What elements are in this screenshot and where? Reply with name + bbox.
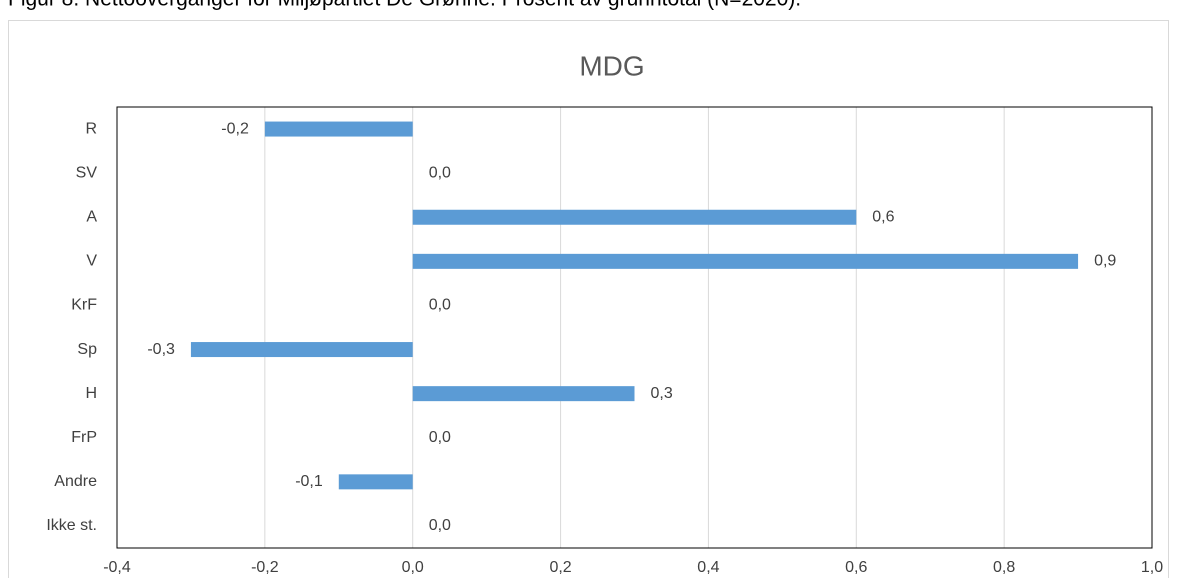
x-tick-label: 1,0 [1141, 559, 1163, 576]
bar [412, 209, 857, 225]
bar [264, 121, 413, 137]
y-tick-label: KrF [71, 297, 97, 314]
data-label: 0,3 [651, 385, 673, 402]
data-label: 0,0 [429, 164, 451, 181]
data-label: 0,9 [1094, 253, 1116, 270]
x-tick-label: 0,8 [993, 559, 1015, 576]
data-label: 0,0 [429, 429, 451, 446]
bar [412, 253, 1079, 269]
data-label: 0,0 [429, 297, 451, 314]
x-tick-label: 0,4 [697, 559, 719, 576]
data-label: 0,0 [429, 517, 451, 534]
plot-frame [116, 106, 1153, 549]
data-label: -0,3 [147, 341, 175, 358]
x-tick-label: 0,2 [549, 559, 571, 576]
y-tick-label: Ikke st. [46, 517, 97, 534]
chart-frame [8, 20, 1169, 578]
x-tick-label: -0,2 [251, 559, 279, 576]
chart-title: MDG [579, 50, 644, 81]
caption: Figur 8. Nettooverganger for Miljøpartie… [8, 0, 801, 11]
y-tick-label: FrP [71, 429, 97, 446]
y-tick-label: Sp [77, 341, 97, 358]
bar [190, 342, 413, 358]
data-label: 0,6 [872, 208, 894, 225]
y-tick-label: V [86, 253, 97, 270]
x-tick-label: -0,4 [103, 559, 131, 576]
y-tick-label: Andre [54, 473, 97, 490]
x-tick-label: 0,6 [845, 559, 867, 576]
data-label: -0,1 [295, 473, 323, 490]
y-tick-label: A [86, 208, 97, 225]
x-tick-label: 0,0 [402, 559, 424, 576]
y-tick-label: SV [76, 164, 98, 181]
bar [338, 474, 413, 490]
bar [412, 386, 635, 402]
y-tick-label: H [85, 385, 97, 402]
y-tick-label: R [85, 120, 97, 137]
data-label: -0,2 [221, 120, 249, 137]
